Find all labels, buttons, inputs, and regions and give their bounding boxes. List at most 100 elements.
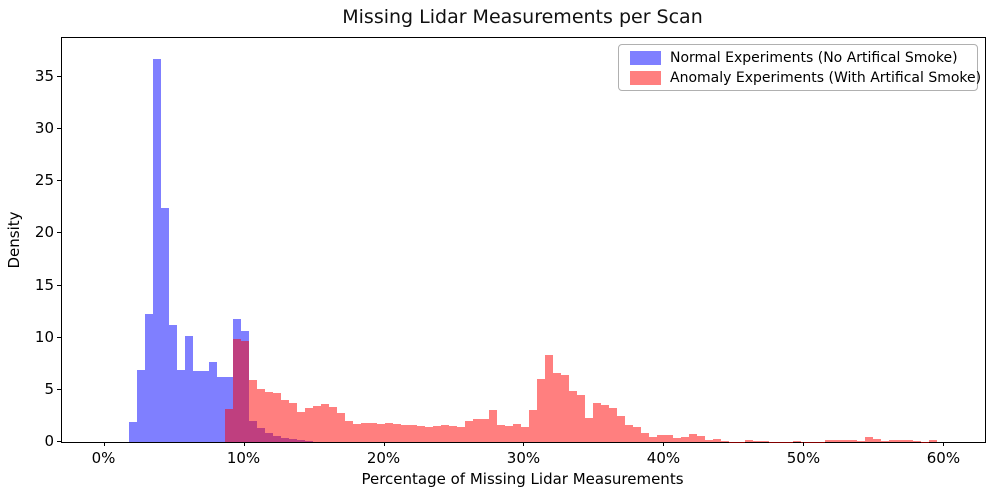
anomaly-histogram-bar — [681, 436, 690, 442]
anomaly-histogram-bar — [353, 423, 362, 442]
plot-area — [61, 37, 986, 443]
anomaly-histogram-bar — [537, 379, 546, 442]
normal-histogram-bar — [185, 335, 194, 442]
anomaly-histogram-bar — [457, 427, 466, 442]
anomaly-histogram-bar — [849, 440, 858, 442]
anomaly-histogram-bar — [385, 422, 394, 442]
anomaly-histogram-bar — [521, 427, 530, 442]
anomaly-histogram-bar — [745, 440, 754, 442]
normal-histogram-bar — [201, 371, 210, 442]
anomaly-histogram-bar — [417, 426, 426, 442]
anomaly-histogram-bar — [297, 411, 306, 442]
anomaly-histogram-bar — [633, 426, 642, 442]
anomaly-histogram-bar — [641, 432, 650, 442]
x-axis-label: Percentage of Missing Lidar Measurements — [361, 470, 684, 488]
normal-histogram-bar — [145, 313, 154, 442]
y-tick-label: 5 — [44, 379, 54, 398]
anomaly-histogram-bar — [569, 390, 578, 442]
anomaly-histogram-bar — [281, 400, 290, 442]
normal-histogram-bar — [137, 370, 146, 442]
anomaly-histogram-bar — [441, 424, 450, 442]
anomaly-histogram-bar — [841, 439, 850, 442]
x-tick-mark — [103, 442, 105, 446]
x-tick-label: 40% — [646, 449, 681, 467]
normal-histogram-bar — [129, 422, 138, 442]
anomaly-histogram-bar — [705, 439, 714, 442]
anomaly-histogram-bar — [601, 404, 610, 442]
anomaly-histogram-bar — [713, 439, 722, 442]
x-tick-mark — [523, 442, 525, 446]
anomaly-histogram-bar — [793, 441, 802, 442]
anomaly-histogram-bar — [873, 438, 882, 442]
y-tick-mark — [57, 76, 61, 77]
anomaly-histogram-bar — [289, 402, 298, 442]
x-tick-mark — [943, 442, 945, 446]
y-tick-label: 20 — [34, 223, 54, 242]
anomaly-histogram-bar — [609, 407, 618, 442]
anomaly-histogram-bar — [657, 435, 666, 442]
normal-histogram-bar — [161, 208, 170, 442]
y-tick-mark — [57, 441, 61, 442]
anomaly-histogram-bar — [233, 338, 242, 442]
anomaly-histogram-bar — [561, 375, 570, 442]
anomaly-histogram-bar — [529, 409, 538, 442]
anomaly-histogram-bar — [305, 407, 314, 442]
anomaly-histogram-bar — [369, 422, 378, 442]
anomaly-histogram-bar — [697, 435, 706, 442]
x-tick-mark — [243, 442, 245, 446]
y-tick-label: 25 — [34, 171, 54, 190]
anomaly-histogram-bar — [929, 439, 938, 442]
anomaly-histogram-bar — [897, 440, 906, 442]
legend-label-normal: Normal Experiments (No Artifical Smoke) — [670, 49, 958, 66]
anomaly-histogram-bar — [913, 440, 922, 442]
anomaly-histogram-bar — [865, 437, 874, 442]
x-tick-label: 30% — [506, 449, 541, 467]
anomaly-histogram-bar — [481, 419, 490, 442]
anomaly-histogram-bar — [321, 403, 330, 442]
anomaly-histogram-bar — [449, 426, 458, 442]
normal-histogram-bar — [169, 325, 178, 442]
y-tick-mark — [57, 284, 61, 286]
anomaly-histogram-bar — [673, 437, 682, 442]
anomaly-histogram-bar — [425, 427, 434, 442]
y-tick-label: 10 — [34, 327, 54, 346]
anomaly-histogram-bar — [825, 440, 834, 442]
normal-histogram-bar — [209, 361, 218, 442]
anomaly-histogram-bar — [857, 441, 866, 442]
legend-entry-anomaly: Anomaly Experiments (With Artifical Smok… — [630, 70, 981, 86]
legend-label-anomaly: Anomaly Experiments (With Artifical Smok… — [670, 69, 982, 86]
y-tick-label: 0 — [44, 432, 54, 450]
y-tick-label: 30 — [34, 119, 54, 138]
anomaly-histogram-bar — [465, 421, 474, 442]
anomaly-histogram-bar — [257, 389, 266, 442]
y-tick-mark — [57, 336, 61, 338]
anomaly-histogram-bar — [689, 433, 698, 442]
anomaly-histogram-bar — [273, 393, 282, 442]
anomaly-histogram-bar — [889, 440, 898, 442]
anomaly-histogram-bar — [313, 405, 322, 442]
anomaly-histogram-bar — [753, 441, 762, 442]
anomaly-histogram-bar — [225, 408, 234, 442]
anomaly-histogram-bar — [265, 391, 274, 442]
anomaly-series-swatch-icon — [630, 70, 661, 85]
anomaly-histogram-bar — [617, 415, 626, 442]
y-tick-label: 35 — [34, 67, 54, 85]
anomaly-histogram-bar — [361, 422, 370, 442]
y-tick-mark — [57, 180, 61, 182]
legend-entry-normal: Normal Experiments (No Artifical Smoke) — [630, 50, 977, 66]
anomaly-histogram-bar — [545, 354, 554, 442]
anomaly-histogram-bar — [553, 373, 562, 442]
anomaly-histogram-bar — [377, 424, 386, 442]
anomaly-histogram-bar — [665, 434, 674, 442]
chart-title: Missing Lidar Measurements per Scan — [342, 6, 703, 28]
anomaly-histogram-bar — [345, 421, 354, 442]
normal-histogram-bar — [177, 370, 186, 442]
anomaly-histogram-bar — [585, 418, 594, 442]
anomaly-histogram-bar — [409, 424, 418, 442]
anomaly-histogram-bar — [721, 441, 730, 442]
y-tick-mark — [57, 232, 61, 234]
normal-histogram-bar — [153, 59, 162, 442]
anomaly-histogram-bar — [249, 379, 258, 442]
anomaly-histogram-bar — [393, 423, 402, 442]
